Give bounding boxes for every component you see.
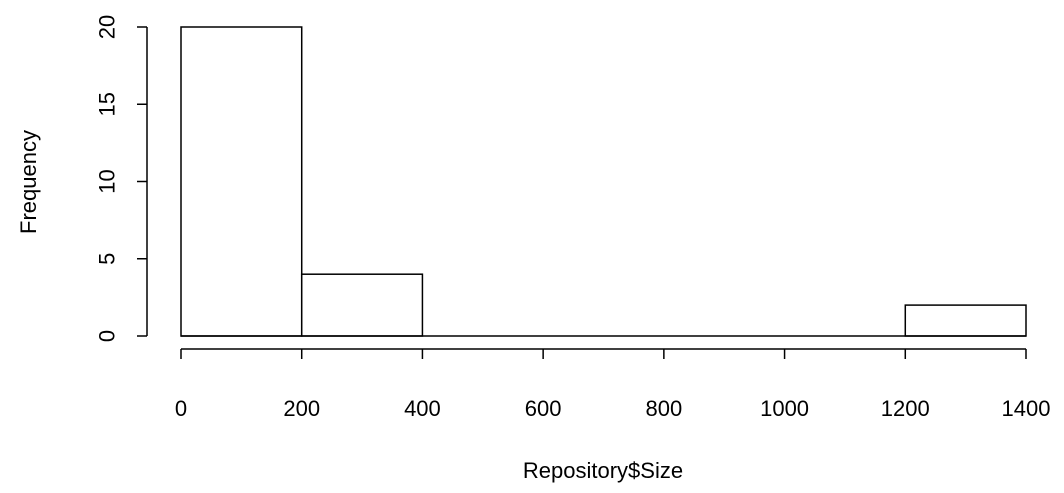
y-tick-label: 0 [95, 330, 120, 342]
x-tick-label: 1400 [1002, 396, 1051, 421]
x-tick-label: 1000 [760, 396, 809, 421]
x-tick-label: 600 [525, 396, 562, 421]
x-tick-label: 1200 [881, 396, 930, 421]
y-tick-label: 20 [95, 15, 120, 39]
bars-group [180, 26, 1027, 337]
x-axis-label: Repository$Size [523, 458, 683, 483]
x-tick-label: 0 [175, 396, 187, 421]
y-tick-label: 15 [95, 92, 120, 116]
x-tick-label: 800 [645, 396, 682, 421]
histogram-bar [300, 273, 424, 337]
x-axis: 0 200 400 600 800 1000 1200 1400 [175, 348, 1051, 421]
y-tick-label: 5 [95, 253, 120, 265]
x-tick-label: 400 [404, 396, 441, 421]
histogram-bar [180, 26, 303, 337]
y-axis: 0 5 10 15 20 [95, 15, 148, 342]
y-axis-label: Frequency [16, 130, 41, 234]
x-tick-label: 200 [283, 396, 320, 421]
histogram-bar [904, 304, 1027, 337]
y-tick-label: 10 [95, 169, 120, 193]
